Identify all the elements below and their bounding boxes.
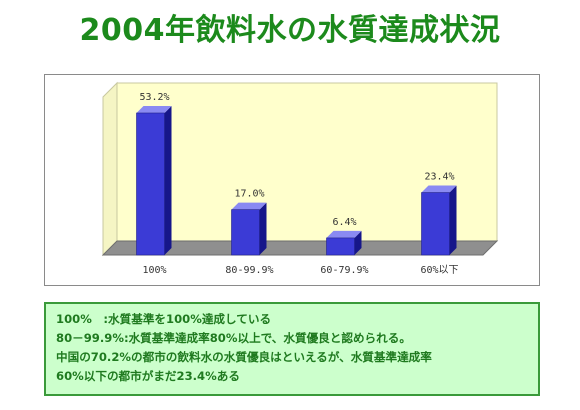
tick-label: 80-99.9%	[225, 265, 273, 276]
chart-frame: 53.2% 100% 17.0% 80-99.9% 6.4% 60-79.9% 23.4% 6…	[44, 74, 540, 286]
bar-side	[354, 230, 362, 255]
plot-side-wall	[102, 81, 118, 257]
note-box: 100% :水質基準を100%達成している 80－99.9%:水質基準達成率80…	[44, 302, 540, 396]
bar-side	[164, 106, 172, 255]
bar-side	[449, 185, 457, 255]
page-title: 2004年飲料水の水質達成状況	[79, 13, 501, 48]
bar	[421, 192, 450, 256]
tick-label: 60-79.9%	[320, 265, 368, 276]
bar-top	[136, 106, 172, 113]
bar-side	[259, 202, 267, 255]
bar	[136, 112, 165, 256]
bar-top	[421, 185, 457, 193]
tick-label: 100%	[142, 265, 166, 276]
data-label: 23.4%	[424, 172, 454, 183]
bar	[231, 209, 260, 256]
tick-label: 60%以下	[420, 265, 458, 276]
note-line-2: 80－99.9%:水質基準達成率80%以上で、水質優良と認められる。	[56, 331, 411, 345]
bar-chart: 53.2% 100% 17.0% 80-99.9% 6.4% 60-79.9% 23.4% 6…	[101, 81, 499, 276]
bar-top	[231, 202, 267, 210]
bar	[326, 237, 355, 256]
note-line-1: 100% :水質基準を100%達成している	[56, 312, 272, 326]
data-label: 17.0%	[234, 189, 264, 200]
bar-top	[326, 230, 362, 238]
note-line-4: 60%以下の都市がまだ23.4%ある	[56, 369, 240, 383]
data-label: 53.2%	[139, 92, 169, 103]
plot-floor	[101, 240, 499, 256]
note-line-3: 中国の70.2%の都市の飲料水の水質優良はといえるが、水質基準達成率	[56, 350, 432, 364]
data-label: 6.4%	[332, 217, 356, 228]
